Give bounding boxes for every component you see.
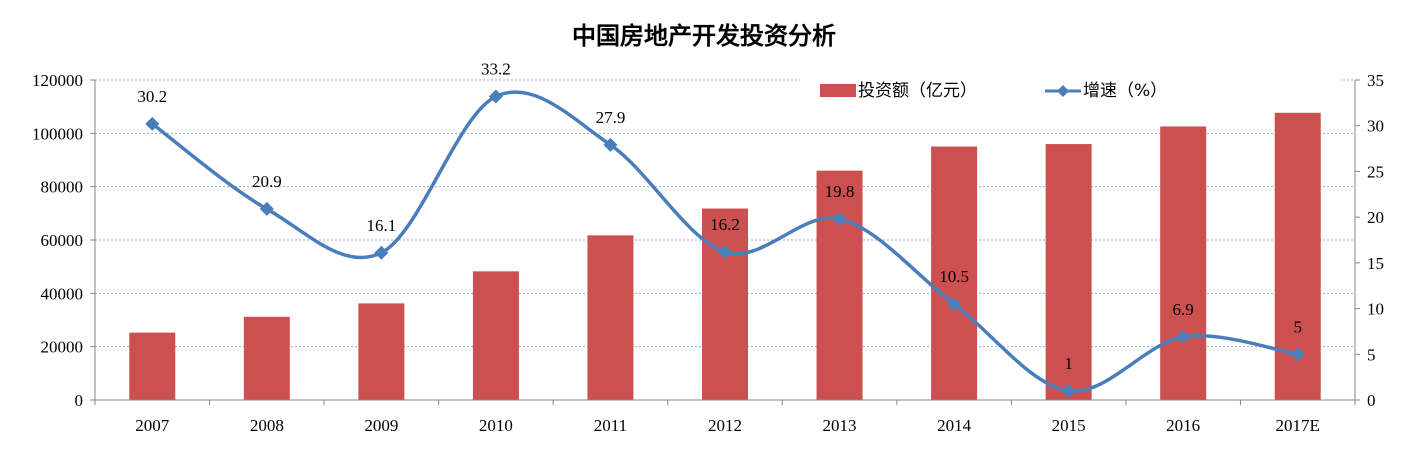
growth-point-marker: [1290, 347, 1305, 362]
x-tick-label: 2014: [937, 416, 972, 435]
growth-point-marker: [1061, 383, 1076, 398]
growth-data-label: 10.5: [939, 267, 969, 286]
growth-point-marker: [374, 245, 389, 260]
growth-point-marker: [145, 116, 160, 131]
left-tick-label: 120000: [32, 71, 83, 90]
left-tick-label: 40000: [41, 284, 84, 303]
x-tick-label: 2007: [135, 416, 170, 435]
bar: [1045, 144, 1092, 400]
right-tick-label: 35: [1367, 71, 1384, 90]
right-tick-label: 30: [1367, 117, 1384, 136]
x-tick-label: 2013: [823, 416, 857, 435]
left-tick-label: 20000: [41, 338, 84, 357]
bar: [587, 235, 634, 400]
growth-data-label: 16.2: [710, 215, 740, 234]
bar: [1160, 126, 1207, 400]
growth-point-marker: [488, 89, 503, 104]
bar: [931, 146, 978, 400]
growth-data-label: 20.9: [252, 172, 282, 191]
legend-background: [800, 60, 1340, 100]
bar: [472, 271, 519, 400]
growth-point-marker: [603, 137, 618, 152]
legend-bar-label: 投资额（亿元）: [858, 81, 977, 101]
growth-point-marker: [1176, 329, 1191, 344]
bar: [243, 316, 290, 400]
x-tick-label: 2011: [594, 416, 627, 435]
growth-data-label: 1: [1064, 354, 1073, 373]
legend-line-label: 增速（%）: [1083, 81, 1167, 101]
right-tick-label: 25: [1367, 162, 1384, 181]
legend: 投资额（亿元） 增速（%）: [800, 60, 1340, 101]
bar: [129, 332, 176, 400]
x-tick-label: 2016: [1166, 416, 1200, 435]
growth-point-marker: [832, 211, 847, 226]
x-tick-label: 2012: [708, 416, 742, 435]
x-tick-label: 2010: [479, 416, 513, 435]
legend-bar-swatch: [820, 84, 856, 97]
x-tick-label: 2015: [1052, 416, 1086, 435]
growth-data-label: 27.9: [596, 108, 626, 127]
chart-title: 中国房地产开发投资分析: [572, 22, 836, 50]
growth-data-label: 30.2: [137, 87, 167, 106]
bar: [816, 170, 863, 400]
right-tick-label: 10: [1367, 300, 1384, 319]
legend-diamond-icon: [1057, 85, 1069, 97]
x-tick-label: 2017E: [1276, 416, 1320, 435]
growth-data-label: 16.1: [366, 216, 396, 235]
left-tick-label: 0: [75, 391, 84, 410]
growth-point-marker: [947, 297, 962, 311]
left-tick-label: 100000: [32, 124, 83, 143]
right-tick-label: 5: [1367, 345, 1376, 364]
growth-point-marker: [259, 201, 274, 216]
right-tick-label: 15: [1367, 254, 1384, 273]
bar: [702, 208, 748, 400]
axes: 0200004000060000800001000001200000510152…: [32, 71, 1384, 435]
x-tick-label: 2008: [250, 416, 284, 435]
right-tick-label: 0: [1367, 391, 1376, 410]
growth-data-label: 6.9: [1173, 300, 1194, 319]
growth-data-label: 19.8: [825, 182, 855, 201]
bar: [358, 303, 405, 400]
growth-data-label: 5: [1293, 317, 1302, 336]
left-tick-label: 80000: [41, 178, 84, 197]
growth-line: 30.2 20.9 16.1 33.2 27.9 16.2 19.8 10.5 1 6.9 5: [137, 59, 1305, 398]
left-tick-label: 60000: [41, 231, 84, 250]
x-tick-label: 2009: [364, 416, 398, 435]
growth-data-label: 33.2: [481, 59, 511, 78]
right-tick-label: 20: [1367, 208, 1384, 227]
growth-point-marker: [718, 244, 732, 259]
